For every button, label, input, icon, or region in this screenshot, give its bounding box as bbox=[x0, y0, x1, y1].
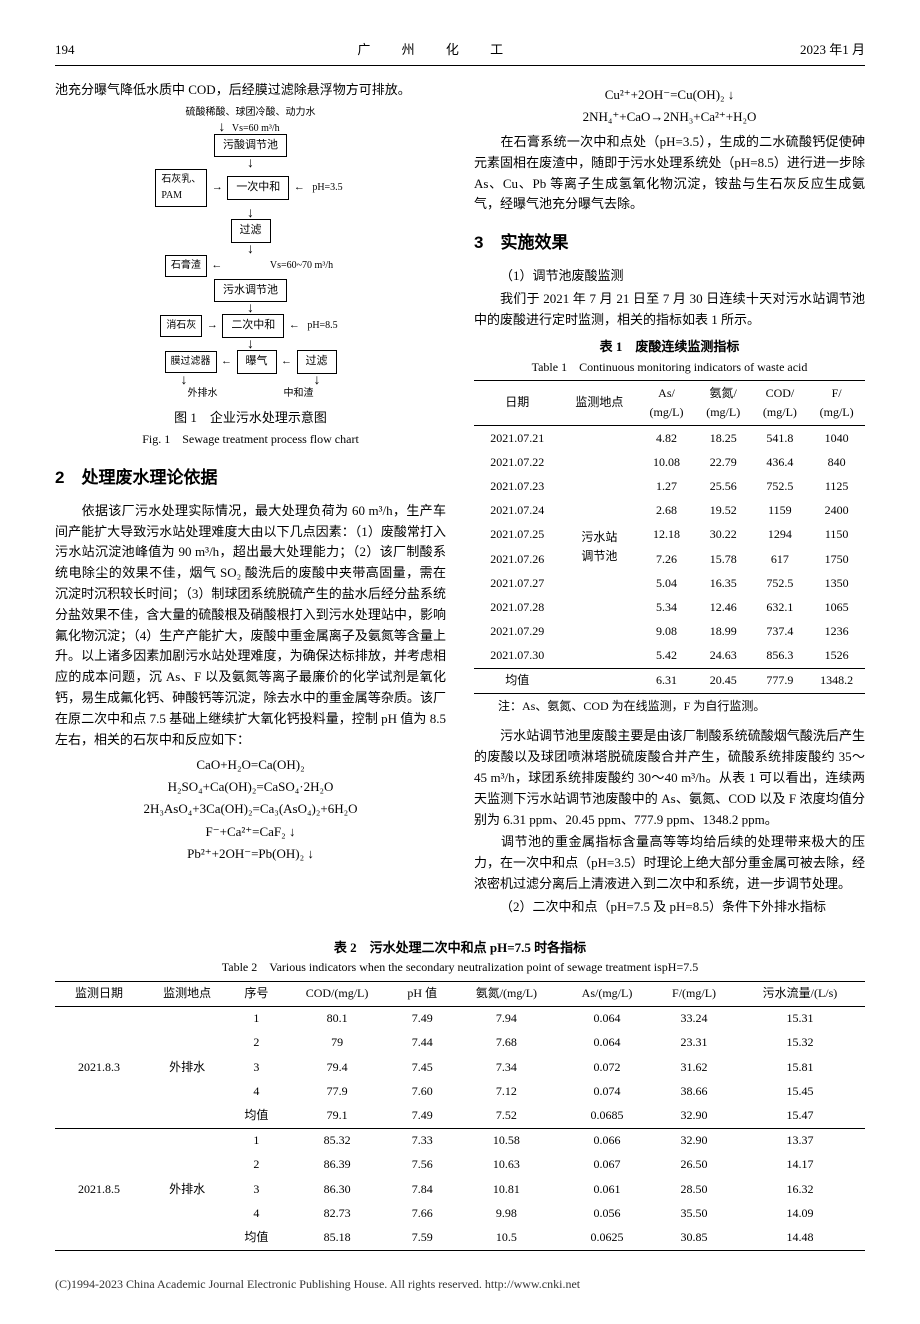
fc-side2: 石膏渣 bbox=[165, 255, 207, 277]
figure1-flowchart: 硫酸稀酸、球团冷酸、动力水 ↓ Vs=60 m³/h 污酸调节池 ↓ 石灰乳、 … bbox=[91, 105, 411, 402]
section3-sub1: （1）调节池废酸监测 bbox=[474, 266, 865, 287]
journal-title: 广 州 化 工 bbox=[357, 40, 517, 61]
equations-left: CaO+H₂O=Ca(OH)₂H₂SO₄+Ca(OH)₂=CaSO₄·2H₂O2… bbox=[55, 754, 446, 864]
section2-body: 依据该厂污水处理实际情况，最大处理负荷为 60 m³/h，生产车间产能扩大导致污… bbox=[55, 501, 446, 751]
left-column: 池充分曝气降低水质中 COD，后经膜过滤除悬浮物方可排放。 硫酸稀酸、球团冷酸、… bbox=[55, 80, 446, 920]
fc-out1: 外排水 bbox=[185, 386, 221, 402]
left-intro: 池充分曝气降低水质中 COD，后经膜过滤除悬浮物方可排放。 bbox=[55, 80, 446, 101]
right-para2: 污水站调节池里废酸主要是由该厂制酸系统硫酸烟气酸洗后产生的废酸以及球团喷淋塔脱硫… bbox=[474, 726, 865, 830]
table1-caption-en: Table 1 Continuous monitoring indicators… bbox=[474, 358, 865, 377]
fig1-caption-zh: 图 1 企业污水处理示意图 bbox=[55, 408, 446, 429]
section3-p1: 我们于 2021 年 7 月 21 日至 7 月 30 日连续十天对污水站调节池… bbox=[474, 289, 865, 331]
fc-ph1: pH=3.5 bbox=[309, 180, 345, 196]
fc-box6: 过滤 bbox=[297, 350, 337, 374]
section3-title: 3 实施效果 bbox=[474, 229, 865, 256]
footer-text: (C)1994-2023 China Academic Journal Elec… bbox=[55, 1275, 865, 1294]
fc-box1: 污酸调节池 bbox=[214, 134, 287, 158]
page-header: 194 广 州 化 工 2023 年1 月 bbox=[55, 40, 865, 66]
table1-note: 注：As、氨氮、COD 为在线监测，F 为自行监测。 bbox=[474, 697, 865, 716]
fc-side3: 消石灰 bbox=[160, 315, 202, 337]
fc-side4: 膜过滤器 bbox=[165, 351, 217, 373]
fig1-caption-en: Fig. 1 Sewage treatment process flow cha… bbox=[55, 430, 446, 449]
fc-out2: 中和渣 bbox=[281, 386, 317, 402]
issue-date: 2023 年1 月 bbox=[800, 40, 865, 61]
fc-box2: 一次中和 bbox=[227, 176, 289, 200]
table2-caption-zh: 表 2 污水处理二次中和点 pH=7.5 时各指标 bbox=[55, 938, 865, 959]
page-number: 194 bbox=[55, 40, 75, 61]
section3-sub2: （2）二次中和点（pH=7.5 及 pH=8.5）条件下外排水指标 bbox=[474, 897, 865, 918]
fc-box5: 二次中和 bbox=[222, 314, 284, 338]
fc-box7: 曝气 bbox=[237, 350, 277, 374]
table1-caption-zh: 表 1 废酸连续监测指标 bbox=[474, 337, 865, 358]
fc-vs1: Vs=60 m³/h bbox=[229, 123, 283, 134]
right-para1: 在石膏系统一次中和点处（pH=3.5），生成的二水硫酸钙促使砷元素固相在废渣中，… bbox=[474, 132, 865, 215]
fc-ph2: pH=8.5 bbox=[304, 318, 340, 334]
right-column: Cu²⁺+2OH⁻=Cu(OH)₂ ↓2NH₄⁺+CaO→2NH₃+Ca²⁺+H… bbox=[474, 80, 865, 920]
section2-title: 2 处理废水理论依据 bbox=[55, 464, 446, 491]
fc-box3: 过滤 bbox=[231, 219, 271, 243]
fc-vs2: Vs=60~70 m³/h bbox=[267, 258, 336, 274]
equations-right: Cu²⁺+2OH⁻=Cu(OH)₂ ↓2NH₄⁺+CaO→2NH₃+Ca²⁺+H… bbox=[474, 84, 865, 128]
table2-caption-en: Table 2 Various indicators when the seco… bbox=[55, 958, 865, 977]
right-para3: 调节池的重金属指标含量高等等均给后续的处理带来极大的压力，在一次中和点（pH=3… bbox=[474, 832, 865, 894]
table1: 日期监测地点As/ (mg/L)氨氮/ (mg/L)COD/ (mg/L)F/ … bbox=[474, 380, 865, 694]
fc-box4: 污水调节池 bbox=[214, 279, 287, 303]
fc-side1: 石灰乳、 PAM bbox=[155, 169, 207, 207]
table2: 监测日期监测地点序号COD/(mg/L)pH 值氨氮/(mg/L)As/(mg/… bbox=[55, 981, 865, 1251]
table2-section: 表 2 污水处理二次中和点 pH=7.5 时各指标 Table 2 Variou… bbox=[55, 938, 865, 1251]
fc-top-label: 硫酸稀酸、球团冷酸、动力水 bbox=[183, 105, 319, 121]
two-column-layout: 池充分曝气降低水质中 COD，后经膜过滤除悬浮物方可排放。 硫酸稀酸、球团冷酸、… bbox=[55, 80, 865, 920]
